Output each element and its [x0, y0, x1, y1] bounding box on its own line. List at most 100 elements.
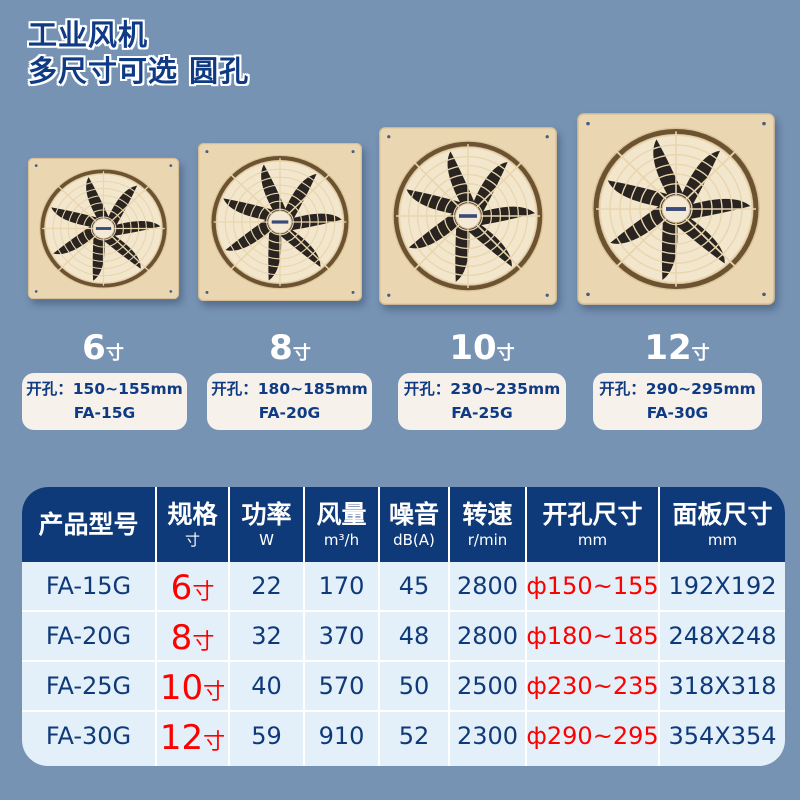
header-panel-size: 面板尺寸 mm [660, 487, 785, 562]
table-cell-power: 32 [230, 612, 305, 662]
table-cell-speed: 2500 [450, 662, 527, 712]
header-label: 功率 [241, 499, 292, 529]
table-cell-panel-size: 248X248 [660, 612, 785, 662]
power-value: 32 [251, 622, 282, 650]
table-cell-noise: 50 [380, 662, 450, 712]
header-unit: 寸 [184, 530, 200, 549]
size-label-8: 8寸 [269, 328, 311, 368]
table-cell-model: FA-25G [22, 662, 157, 712]
speed-value: 2800 [456, 572, 519, 600]
airflow-value: 370 [318, 622, 365, 650]
model: FA-15G [73, 404, 136, 422]
model-value: FA-20G [45, 622, 132, 650]
table-cell-airflow: 170 [305, 562, 380, 612]
header-hole-size: 开孔尺寸 mm [527, 487, 660, 562]
header-label: 噪音 [388, 499, 439, 529]
noise-value: 52 [398, 722, 430, 750]
table-cell-panel-size: 354X354 [660, 712, 785, 766]
table-cell-speed: 2800 [450, 562, 527, 612]
header-speed: 转速 r/min [450, 487, 527, 562]
spec-value: 10 [159, 668, 204, 708]
table-cell-model: FA-15G [22, 562, 157, 612]
header-label: 风量 [316, 499, 367, 529]
header-noise: 噪音 dB(A) [380, 487, 450, 562]
spec-value: 12 [159, 718, 204, 758]
panel-size-value: 192X192 [668, 572, 777, 600]
panel-size-value: 248X248 [668, 622, 777, 650]
fan-image-6 [27, 157, 180, 300]
hole-size: 开孔：150~155mm [26, 380, 183, 398]
spec-unit: 寸 [203, 730, 226, 755]
model: FA-25G [451, 404, 513, 422]
spec-unit: 寸 [192, 630, 215, 655]
table-cell-airflow: 570 [305, 662, 380, 712]
header-unit: m³/h [323, 530, 360, 549]
size-label-10: 10寸 [449, 328, 515, 368]
table-cell-noise: 45 [380, 562, 450, 612]
panel-size-value: 354X354 [668, 722, 777, 750]
info-card-fa-25g: 开孔：230~235mm FA-25G [398, 373, 566, 430]
power-value: 59 [251, 722, 282, 750]
table-cell-panel-size: 192X192 [660, 562, 785, 612]
speed-value: 2500 [456, 672, 519, 700]
header-label: 面板尺寸 [672, 499, 773, 529]
header-unit: dB(A) [393, 530, 435, 549]
table-cell-speed: 2300 [450, 712, 527, 766]
table-cell-noise: 48 [380, 612, 450, 662]
fan-image-8 [197, 142, 363, 302]
speed-value: 2300 [456, 722, 519, 750]
size-label-6: 6寸 [82, 328, 124, 368]
table-cell-airflow: 910 [305, 712, 380, 766]
header-power: 功率 W [230, 487, 305, 562]
table-cell-model: FA-30G [22, 712, 157, 766]
table-cell-noise: 52 [380, 712, 450, 766]
airflow-value: 910 [318, 722, 365, 750]
panel-size-value: 318X318 [668, 672, 777, 700]
table-cell-airflow: 370 [305, 612, 380, 662]
table-cell-hole-size: ф180~185 [526, 612, 660, 662]
info-card-fa-15g: 开孔：150~155mm FA-15G [22, 373, 187, 430]
table-cell-hole-size: ф150~155 [526, 562, 660, 612]
hole-size-value: ф230~235 [526, 672, 659, 700]
title-line-1: 工业风机 [28, 18, 149, 52]
table-cell-model: FA-20G [22, 612, 157, 662]
size-label-12: 12寸 [644, 328, 710, 368]
model: FA-30G [646, 404, 709, 422]
power-value: 22 [251, 572, 282, 600]
header-label: 开孔尺寸 [542, 499, 643, 529]
noise-value: 45 [398, 572, 430, 600]
table-header [22, 487, 785, 562]
hole-size-value: ф150~155 [526, 572, 659, 600]
header-unit: mm [707, 530, 738, 549]
fan-image-10 [379, 127, 557, 305]
spec-unit: 寸 [203, 680, 226, 705]
table-cell-spec: 10 寸 [157, 662, 230, 712]
airflow-value: 170 [318, 572, 365, 600]
airflow-value: 570 [318, 672, 365, 700]
header-label: 转速 [462, 499, 513, 529]
hole-size-value: ф180~185 [526, 622, 659, 650]
info-card-fa-30g: 开孔：290~295mm FA-30G [593, 373, 762, 430]
spec-table: 产品型号 规格 寸 功率 W 风量 m³/h 噪音 dB(A) 转速 r/min… [22, 487, 785, 766]
spec-value: 8 [170, 618, 193, 658]
table-cell-power: 22 [230, 562, 305, 612]
model-value: FA-25G [45, 672, 132, 700]
info-card-fa-20g: 开孔：180~185mm FA-20G [207, 373, 372, 430]
fan-image-12 [577, 113, 775, 305]
table-cell-spec: 12 寸 [157, 712, 230, 766]
model: FA-20G [258, 404, 321, 422]
header-airflow: 风量 m³/h [305, 487, 380, 562]
hole-size: 开孔：290~295mm [599, 380, 756, 398]
header-label: 规格 [167, 499, 218, 529]
speed-value: 2800 [456, 622, 519, 650]
table-cell-hole-size: ф230~235 [526, 662, 660, 712]
header-model: 产品型号 [22, 487, 157, 562]
header-unit: mm [577, 530, 608, 549]
header-unit: r/min [467, 530, 508, 549]
model-value: FA-30G [45, 722, 132, 750]
table-cell-speed: 2800 [450, 612, 527, 662]
hole-size: 开孔：180~185mm [211, 380, 368, 398]
power-value: 40 [251, 672, 282, 700]
noise-value: 50 [398, 672, 430, 700]
